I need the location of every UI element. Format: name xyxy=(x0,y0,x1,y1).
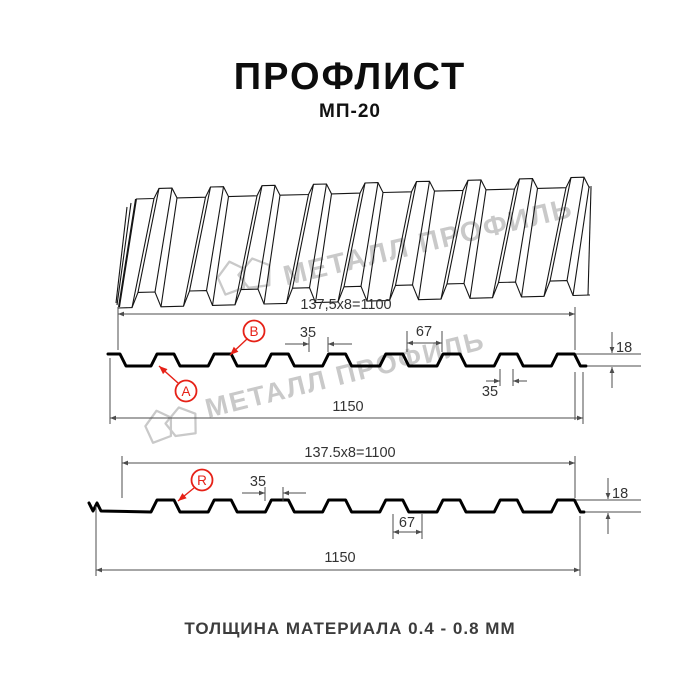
marker-r-circle xyxy=(190,468,214,492)
rib-fold-line xyxy=(514,178,534,283)
marker-b-leader-arrow xyxy=(229,338,248,356)
rib-fold-line xyxy=(160,197,178,307)
dim-height-label: 18 xyxy=(616,340,632,356)
profile-2-dimensions: 137.5x8=1100 35 67 18 1150 xyxy=(95,445,641,576)
dim-pitch-label: 137.5x8=1100 xyxy=(304,445,395,461)
page-title: ПРОФЛИСТ xyxy=(233,56,467,98)
rib-fold-line xyxy=(308,183,328,288)
sheet-left-cut-edge xyxy=(118,198,137,308)
rib-fold-line xyxy=(543,187,567,297)
rib-fold-line xyxy=(360,182,379,287)
profile-1-markers: А В xyxy=(158,319,266,403)
rib-fold-line xyxy=(411,181,431,285)
rib-fold-line xyxy=(549,177,572,282)
rib-fold-line xyxy=(343,182,366,287)
rib-fold-line xyxy=(188,186,212,292)
marker-b-circle xyxy=(242,319,266,343)
dim-spacing-label: 67 xyxy=(416,324,432,340)
marker-r-leader-arrow xyxy=(177,487,195,502)
rib-fold-line xyxy=(394,181,418,286)
page-subtitle: МП-20 xyxy=(319,101,381,122)
marker-r-label: R xyxy=(197,473,207,488)
rib-fold-line xyxy=(182,197,207,307)
sheet-far-edge xyxy=(135,176,593,200)
rib-fold-line xyxy=(131,198,155,308)
marker-a-leader-arrow xyxy=(158,365,179,384)
dim-spacing-label: 67 xyxy=(399,515,415,531)
rib-fold-line xyxy=(388,191,413,301)
rib-fold-line xyxy=(240,185,263,290)
dim-pitch-label: 137,5x8=1100 xyxy=(300,297,391,313)
rib-fold-line xyxy=(291,184,315,289)
sheet-3d-view xyxy=(115,176,593,309)
sheet-left-cut-edge xyxy=(115,206,128,304)
rib-fold-line xyxy=(205,186,225,291)
profile-2-outline xyxy=(87,498,586,514)
rib-fold-line xyxy=(263,195,281,305)
sheet-near-edge xyxy=(117,280,591,309)
sheet-left-cut-edge xyxy=(116,202,132,306)
dim-total-label: 1150 xyxy=(332,399,363,415)
rib-fold-line xyxy=(572,187,590,296)
rib-fold-line xyxy=(446,180,469,285)
sheet-right-cut-edge xyxy=(587,187,592,296)
rib-fold-line xyxy=(154,188,173,293)
rib-fold-line xyxy=(137,188,160,293)
rib-fold-line xyxy=(497,178,521,283)
marker-a-circle xyxy=(174,379,198,403)
rib-fold-line xyxy=(469,189,487,299)
dim-rib-width-label: 35 xyxy=(250,474,266,490)
marker-a-label: А xyxy=(181,384,190,399)
rib-fold-line xyxy=(566,177,585,281)
rib-fold-line xyxy=(314,193,333,303)
dim-height-label: 18 xyxy=(612,486,628,502)
profile-1-dimensions: 137,5x8=1100 35 67 18 35 xyxy=(109,297,641,424)
dim-total-label: 1150 xyxy=(324,550,355,566)
rib-fold-line xyxy=(257,185,276,290)
profile-1-cross-section xyxy=(106,352,588,368)
rib-fold-line xyxy=(463,179,482,284)
rib-fold-line xyxy=(520,188,539,297)
rib-fold-line xyxy=(440,190,464,300)
rib-fold-line xyxy=(234,195,258,305)
rib-fold-line xyxy=(337,192,361,303)
rib-fold-line xyxy=(417,191,436,300)
dim-rib-width-label: 35 xyxy=(300,325,316,341)
material-thickness-note: ТОЛЩИНА МАТЕРИАЛА 0.4 - 0.8 ММ xyxy=(184,619,516,638)
profile-2-markers: R xyxy=(177,468,214,502)
marker-b-label: В xyxy=(249,324,258,339)
rib-fold-line xyxy=(211,196,230,306)
dim-bottom-label: 35 xyxy=(482,384,498,400)
profile-2-cross-section xyxy=(87,498,586,514)
rib-fold-line xyxy=(491,188,516,298)
rib-fold-line xyxy=(285,194,310,304)
profile-1-outline xyxy=(106,352,588,368)
rib-fold-line xyxy=(366,192,384,302)
